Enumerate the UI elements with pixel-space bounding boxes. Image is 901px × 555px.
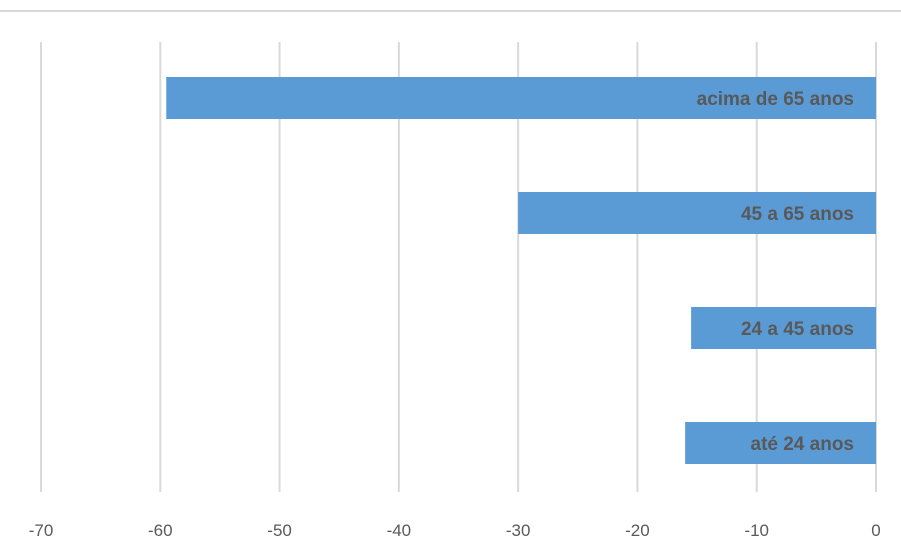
x-tick-label: -30 bbox=[506, 521, 531, 540]
x-tick-label: -50 bbox=[267, 521, 292, 540]
bar-label: acima de 65 anos bbox=[697, 89, 854, 110]
bar-label: 24 a 45 anos bbox=[741, 319, 854, 340]
x-tick-label: -20 bbox=[625, 521, 650, 540]
bar bbox=[166, 77, 876, 119]
bar-label: até 24 anos bbox=[751, 434, 855, 455]
x-axis-ticks: -70 -60 -50 -40 -30 -20 -10 0 bbox=[29, 521, 881, 540]
x-tick-label: 0 bbox=[871, 521, 880, 540]
x-tick-label: -10 bbox=[744, 521, 769, 540]
bar bbox=[518, 192, 876, 234]
top-border bbox=[0, 10, 901, 12]
bar bbox=[685, 422, 876, 464]
x-tick-label: -40 bbox=[387, 521, 412, 540]
bars: acima de 65 anos 45 a 65 anos 24 a 45 anos… bbox=[166, 77, 876, 464]
x-tick-label: -70 bbox=[29, 521, 54, 540]
x-tick-label: -60 bbox=[148, 521, 173, 540]
bar bbox=[691, 307, 876, 349]
bar-label: 45 a 65 anos bbox=[741, 204, 854, 225]
